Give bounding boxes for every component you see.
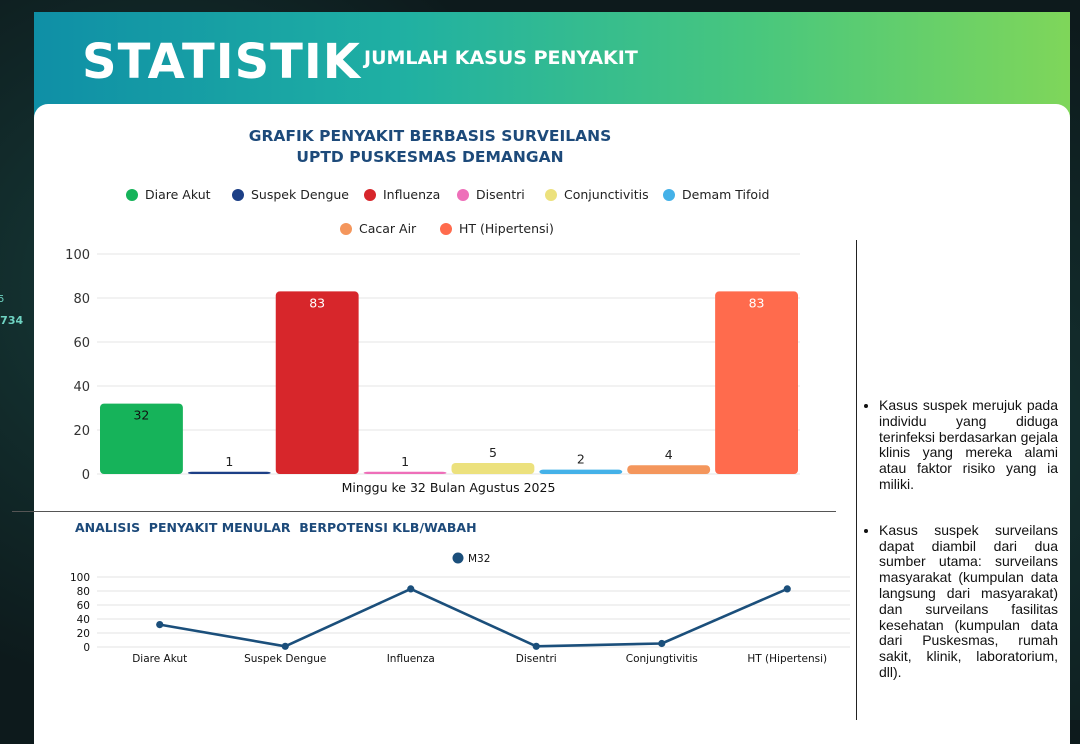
bar-value-label: 2 bbox=[577, 452, 585, 467]
y-tick-label: 0 bbox=[83, 642, 90, 654]
legend-swatch bbox=[364, 188, 376, 201]
notes-panel: Kasus suspek merujuk pada individu yang … bbox=[862, 397, 1058, 711]
x-tick-label: Influenza bbox=[387, 653, 435, 665]
legend-label: Disentri bbox=[476, 187, 525, 202]
legend-swatch bbox=[545, 188, 557, 201]
data-point bbox=[532, 642, 540, 650]
legend-label: Conjunctivitis bbox=[564, 187, 649, 202]
bar-value-label: 83 bbox=[749, 295, 765, 310]
column-divider bbox=[856, 240, 857, 720]
data-point bbox=[281, 642, 289, 650]
legend-item: Demam Tifoid bbox=[663, 187, 769, 202]
section-divider bbox=[12, 511, 836, 512]
y-tick-label: 100 bbox=[70, 572, 90, 584]
legend-swatch bbox=[457, 188, 469, 201]
x-tick-label: Suspek Dengue bbox=[244, 653, 326, 665]
note-item: Kasus suspek surveilans dapat diambil da… bbox=[879, 522, 1058, 681]
legend-item: Influenza bbox=[364, 187, 440, 202]
legend-item: Suspek Dengue bbox=[232, 187, 349, 202]
bar-value-label: 5 bbox=[489, 445, 497, 460]
header-banner: STATISTIK JUMLAH KASUS PENYAKIT bbox=[34, 12, 1070, 120]
legend-label: M32 bbox=[468, 553, 490, 565]
data-point bbox=[407, 585, 415, 593]
bar-value-label: 1 bbox=[401, 454, 409, 469]
x-axis-label: Minggu ke 32 Bulan Agustus 2025 bbox=[342, 480, 556, 495]
data-point bbox=[156, 621, 164, 629]
x-tick-label: HT (Hipertensi) bbox=[747, 653, 827, 665]
data-point bbox=[658, 639, 666, 648]
x-tick-label: Diare Akut bbox=[132, 653, 187, 665]
background-number: .734 bbox=[0, 314, 24, 327]
bar bbox=[451, 463, 535, 474]
x-tick-label: Conjungtivitis bbox=[626, 653, 698, 665]
note-item: Kasus suspek merujuk pada individu yang … bbox=[879, 397, 1058, 493]
bar-value-label: 4 bbox=[665, 447, 673, 462]
y-tick-label: 40 bbox=[77, 614, 90, 626]
bar-chart-title: GRAFIK PENYAKIT BERBASIS SURVEILANS bbox=[248, 127, 612, 145]
series-line bbox=[159, 587, 788, 648]
legend-item: HT (Hipertensi) bbox=[440, 221, 554, 236]
x-tick-label: Disentri bbox=[516, 653, 557, 665]
bar bbox=[275, 291, 359, 474]
bar-chart-subtitle: UPTD PUSKESMAS DEMANGAN bbox=[296, 148, 564, 166]
legend-label: Cacar Air bbox=[359, 221, 417, 236]
bar-value-label: 1 bbox=[225, 454, 233, 469]
bar-value-label: 83 bbox=[309, 295, 325, 310]
bar-value-label: 32 bbox=[133, 408, 149, 423]
y-tick-label: 80 bbox=[77, 586, 90, 598]
legend-item: Disentri bbox=[457, 187, 525, 202]
legend-swatch bbox=[232, 188, 244, 201]
legend-label: Demam Tifoid bbox=[682, 187, 770, 202]
data-point bbox=[783, 585, 791, 593]
legend-swatch bbox=[452, 552, 464, 564]
page-title: STATISTIK bbox=[82, 34, 361, 90]
background-number-2: 5 bbox=[0, 294, 5, 305]
legend-item: Conjunctivitis bbox=[545, 187, 649, 202]
bar bbox=[100, 403, 183, 474]
legend-item: Diare Akut bbox=[126, 187, 211, 202]
y-tick-label: 20 bbox=[77, 628, 90, 640]
bar bbox=[363, 471, 447, 474]
legend-swatch bbox=[340, 222, 352, 235]
content-card bbox=[34, 104, 1070, 744]
line-chart: 0 20 40 60 80 100 M32 Diare Akut Suspek Dengue In… bbox=[70, 552, 850, 665]
legend-item: Cacar Air bbox=[340, 221, 416, 236]
legend-label: Influenza bbox=[383, 187, 441, 202]
bar-chart: 0 20 40 60 80 100 32 1 83 1 5 2 4 83 Minggu ke 32 Bula… bbox=[65, 248, 800, 495]
legend-label: Diare Akut bbox=[145, 187, 211, 202]
legend-label: HT (Hipertensi) bbox=[459, 221, 554, 236]
y-tick-label: 80 bbox=[73, 292, 90, 307]
legend-swatch bbox=[663, 188, 675, 201]
bar bbox=[187, 471, 271, 474]
y-tick-label: 0 bbox=[82, 468, 90, 483]
page-subtitle: JUMLAH KASUS PENYAKIT bbox=[364, 47, 638, 69]
legend-swatch bbox=[440, 222, 452, 235]
y-tick-label: 40 bbox=[73, 380, 90, 395]
line-chart-title: ANALISIS PENYAKIT MENULAR BERPOTENSI KLB… bbox=[75, 520, 477, 535]
y-tick-label: 60 bbox=[73, 336, 90, 351]
y-tick-label: 100 bbox=[65, 248, 90, 263]
legend-swatch bbox=[126, 188, 138, 201]
legend-label: Suspek Dengue bbox=[251, 187, 349, 202]
y-tick-label: 60 bbox=[77, 600, 90, 612]
bar bbox=[715, 291, 798, 474]
bar bbox=[627, 465, 711, 474]
bar bbox=[539, 469, 623, 474]
y-tick-label: 20 bbox=[73, 424, 90, 439]
